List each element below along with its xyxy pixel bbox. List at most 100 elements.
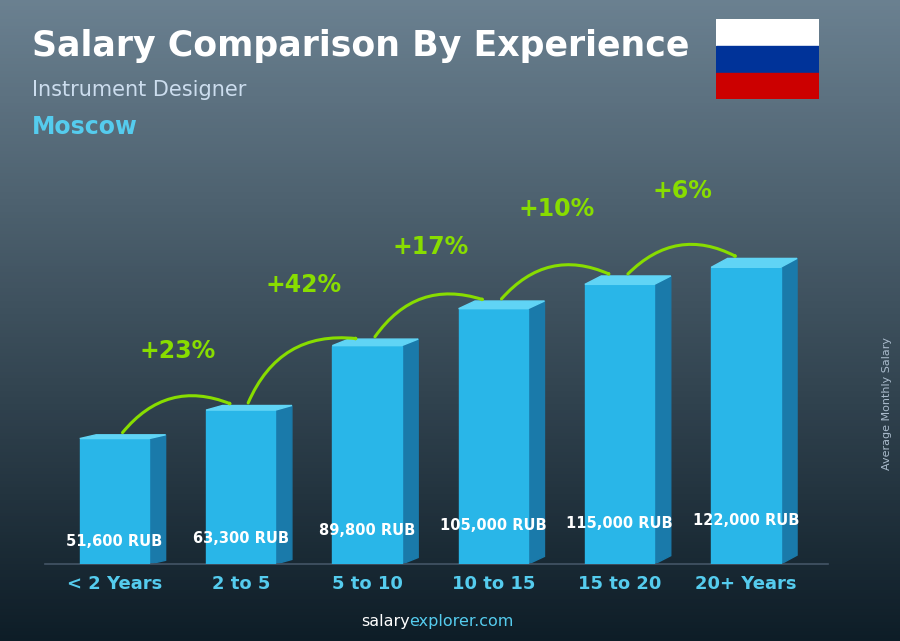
Bar: [0, 96, 900, 99]
Bar: [0, 362, 900, 365]
Bar: [459, 309, 528, 564]
Bar: [0, 244, 900, 247]
Bar: [0, 253, 900, 256]
Bar: [0, 10, 900, 13]
Bar: [0, 337, 900, 340]
Bar: [0, 506, 900, 510]
Bar: [0, 215, 900, 218]
Polygon shape: [654, 276, 670, 564]
Bar: [0, 433, 900, 436]
Text: 105,000 RUB: 105,000 RUB: [440, 519, 546, 533]
Bar: [0, 106, 900, 109]
Bar: [0, 218, 900, 221]
Bar: [0, 228, 900, 231]
Bar: [0, 365, 900, 369]
Polygon shape: [80, 435, 166, 438]
Bar: [0, 548, 900, 551]
Bar: [0, 468, 900, 471]
Bar: [0, 638, 900, 641]
Bar: [0, 231, 900, 234]
Text: explorer.com: explorer.com: [410, 615, 514, 629]
Bar: [0, 304, 900, 308]
Bar: [0, 157, 900, 160]
Bar: [0, 510, 900, 513]
Bar: [0, 407, 900, 410]
Bar: [0, 22, 900, 26]
Bar: [0, 0, 900, 3]
Text: Instrument Designer: Instrument Designer: [32, 80, 246, 100]
Bar: [0, 288, 900, 292]
Bar: [0, 67, 900, 71]
Bar: [0, 532, 900, 535]
Bar: [0, 19, 900, 22]
Bar: [0, 538, 900, 542]
Bar: [0, 324, 900, 327]
Bar: [0, 494, 900, 497]
Bar: [0, 574, 900, 577]
Bar: [0, 628, 900, 631]
Bar: [0, 439, 900, 442]
Bar: [0, 381, 900, 385]
Bar: [0, 397, 900, 401]
Bar: [332, 345, 401, 564]
Bar: [0, 179, 900, 183]
Bar: [0, 38, 900, 42]
Polygon shape: [459, 301, 544, 309]
Bar: [0, 401, 900, 404]
Text: 89,800 RUB: 89,800 RUB: [319, 523, 415, 538]
Bar: [0, 77, 900, 80]
Bar: [0, 580, 900, 583]
Bar: [0, 500, 900, 503]
Bar: [206, 410, 275, 564]
Text: Salary Comparison By Experience: Salary Comparison By Experience: [32, 29, 688, 63]
Bar: [0, 471, 900, 474]
Bar: [0, 54, 900, 58]
Text: +23%: +23%: [140, 339, 216, 363]
Bar: [0, 128, 900, 131]
Bar: [0, 51, 900, 54]
Bar: [0, 442, 900, 445]
Bar: [0, 587, 900, 590]
Bar: [0, 625, 900, 628]
Bar: [0, 349, 900, 353]
Bar: [0, 42, 900, 45]
Bar: [0, 183, 900, 186]
Bar: [0, 167, 900, 170]
Polygon shape: [401, 339, 419, 564]
Bar: [0, 462, 900, 465]
Bar: [0, 314, 900, 317]
Bar: [0, 90, 900, 93]
Bar: [0, 420, 900, 423]
Bar: [0, 125, 900, 128]
Text: +42%: +42%: [266, 272, 342, 297]
Bar: [0, 635, 900, 638]
Bar: [0, 131, 900, 135]
Polygon shape: [332, 339, 419, 345]
Bar: [0, 279, 900, 282]
Bar: [0, 522, 900, 526]
Bar: [0, 3, 900, 6]
Bar: [0, 445, 900, 449]
Bar: [0, 478, 900, 481]
Bar: [0, 224, 900, 228]
Bar: [0, 202, 900, 205]
Bar: [0, 622, 900, 625]
Bar: [0, 301, 900, 304]
Bar: [0, 474, 900, 478]
Bar: [0, 369, 900, 372]
Bar: [0, 564, 900, 567]
Polygon shape: [711, 258, 797, 267]
Bar: [0, 570, 900, 574]
Bar: [0, 340, 900, 343]
Bar: [0, 417, 900, 420]
Bar: [0, 298, 900, 301]
Bar: [0, 256, 900, 260]
Bar: [0, 272, 900, 276]
Bar: [0, 189, 900, 192]
Bar: [716, 46, 819, 72]
Bar: [0, 119, 900, 122]
Bar: [0, 487, 900, 490]
Bar: [0, 388, 900, 391]
Text: Average Monthly Salary: Average Monthly Salary: [881, 337, 892, 470]
Bar: [0, 263, 900, 266]
